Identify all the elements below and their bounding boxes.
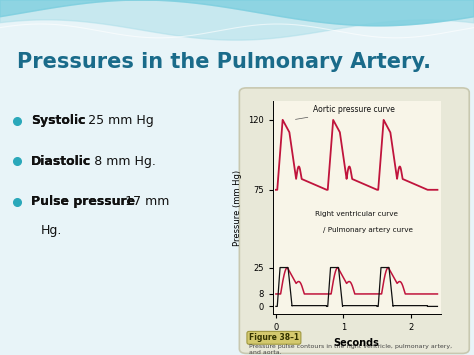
Text: Pressure pulse contours in the right ventricle, pulmonary artery,
and aorta.: Pressure pulse contours in the right ven… [249, 344, 452, 355]
Y-axis label: Pressure (mm Hg): Pressure (mm Hg) [233, 170, 242, 246]
Text: Hg.: Hg. [40, 224, 62, 236]
Text: Aortic pressure curve: Aortic pressure curve [295, 105, 395, 119]
Text: Pulse pressure: 17 mm: Pulse pressure: 17 mm [31, 195, 174, 208]
Text: Pulse pressure: Pulse pressure [31, 195, 135, 208]
Text: : 8 mm Hg.: : 8 mm Hg. [86, 155, 156, 168]
Text: Systolic: Systolic [31, 114, 85, 127]
Text: : 25 mm Hg: : 25 mm Hg [80, 114, 154, 127]
Text: Systolic: Systolic [31, 114, 85, 127]
Text: Figure 38–1: Figure 38–1 [249, 333, 299, 342]
X-axis label: Seconds: Seconds [334, 338, 380, 348]
Text: Diastolic: Diastolic [31, 155, 91, 168]
Text: Diastolic: Diastolic [31, 155, 91, 168]
Text: Right ventricular curve: Right ventricular curve [315, 211, 398, 217]
Text: Systolic: 25 mm Hg: Systolic: 25 mm Hg [31, 114, 153, 127]
Text: Diastolic: 8 mm Hg.: Diastolic: 8 mm Hg. [31, 155, 155, 168]
Text: Pulse pressure: Pulse pressure [31, 195, 135, 208]
Text: / Pulmonary artery curve: / Pulmonary artery curve [323, 227, 413, 233]
Text: : 17 mm: : 17 mm [117, 195, 169, 208]
Text: Pressures in the Pulmonary Artery.: Pressures in the Pulmonary Artery. [17, 52, 430, 72]
FancyBboxPatch shape [239, 88, 469, 354]
